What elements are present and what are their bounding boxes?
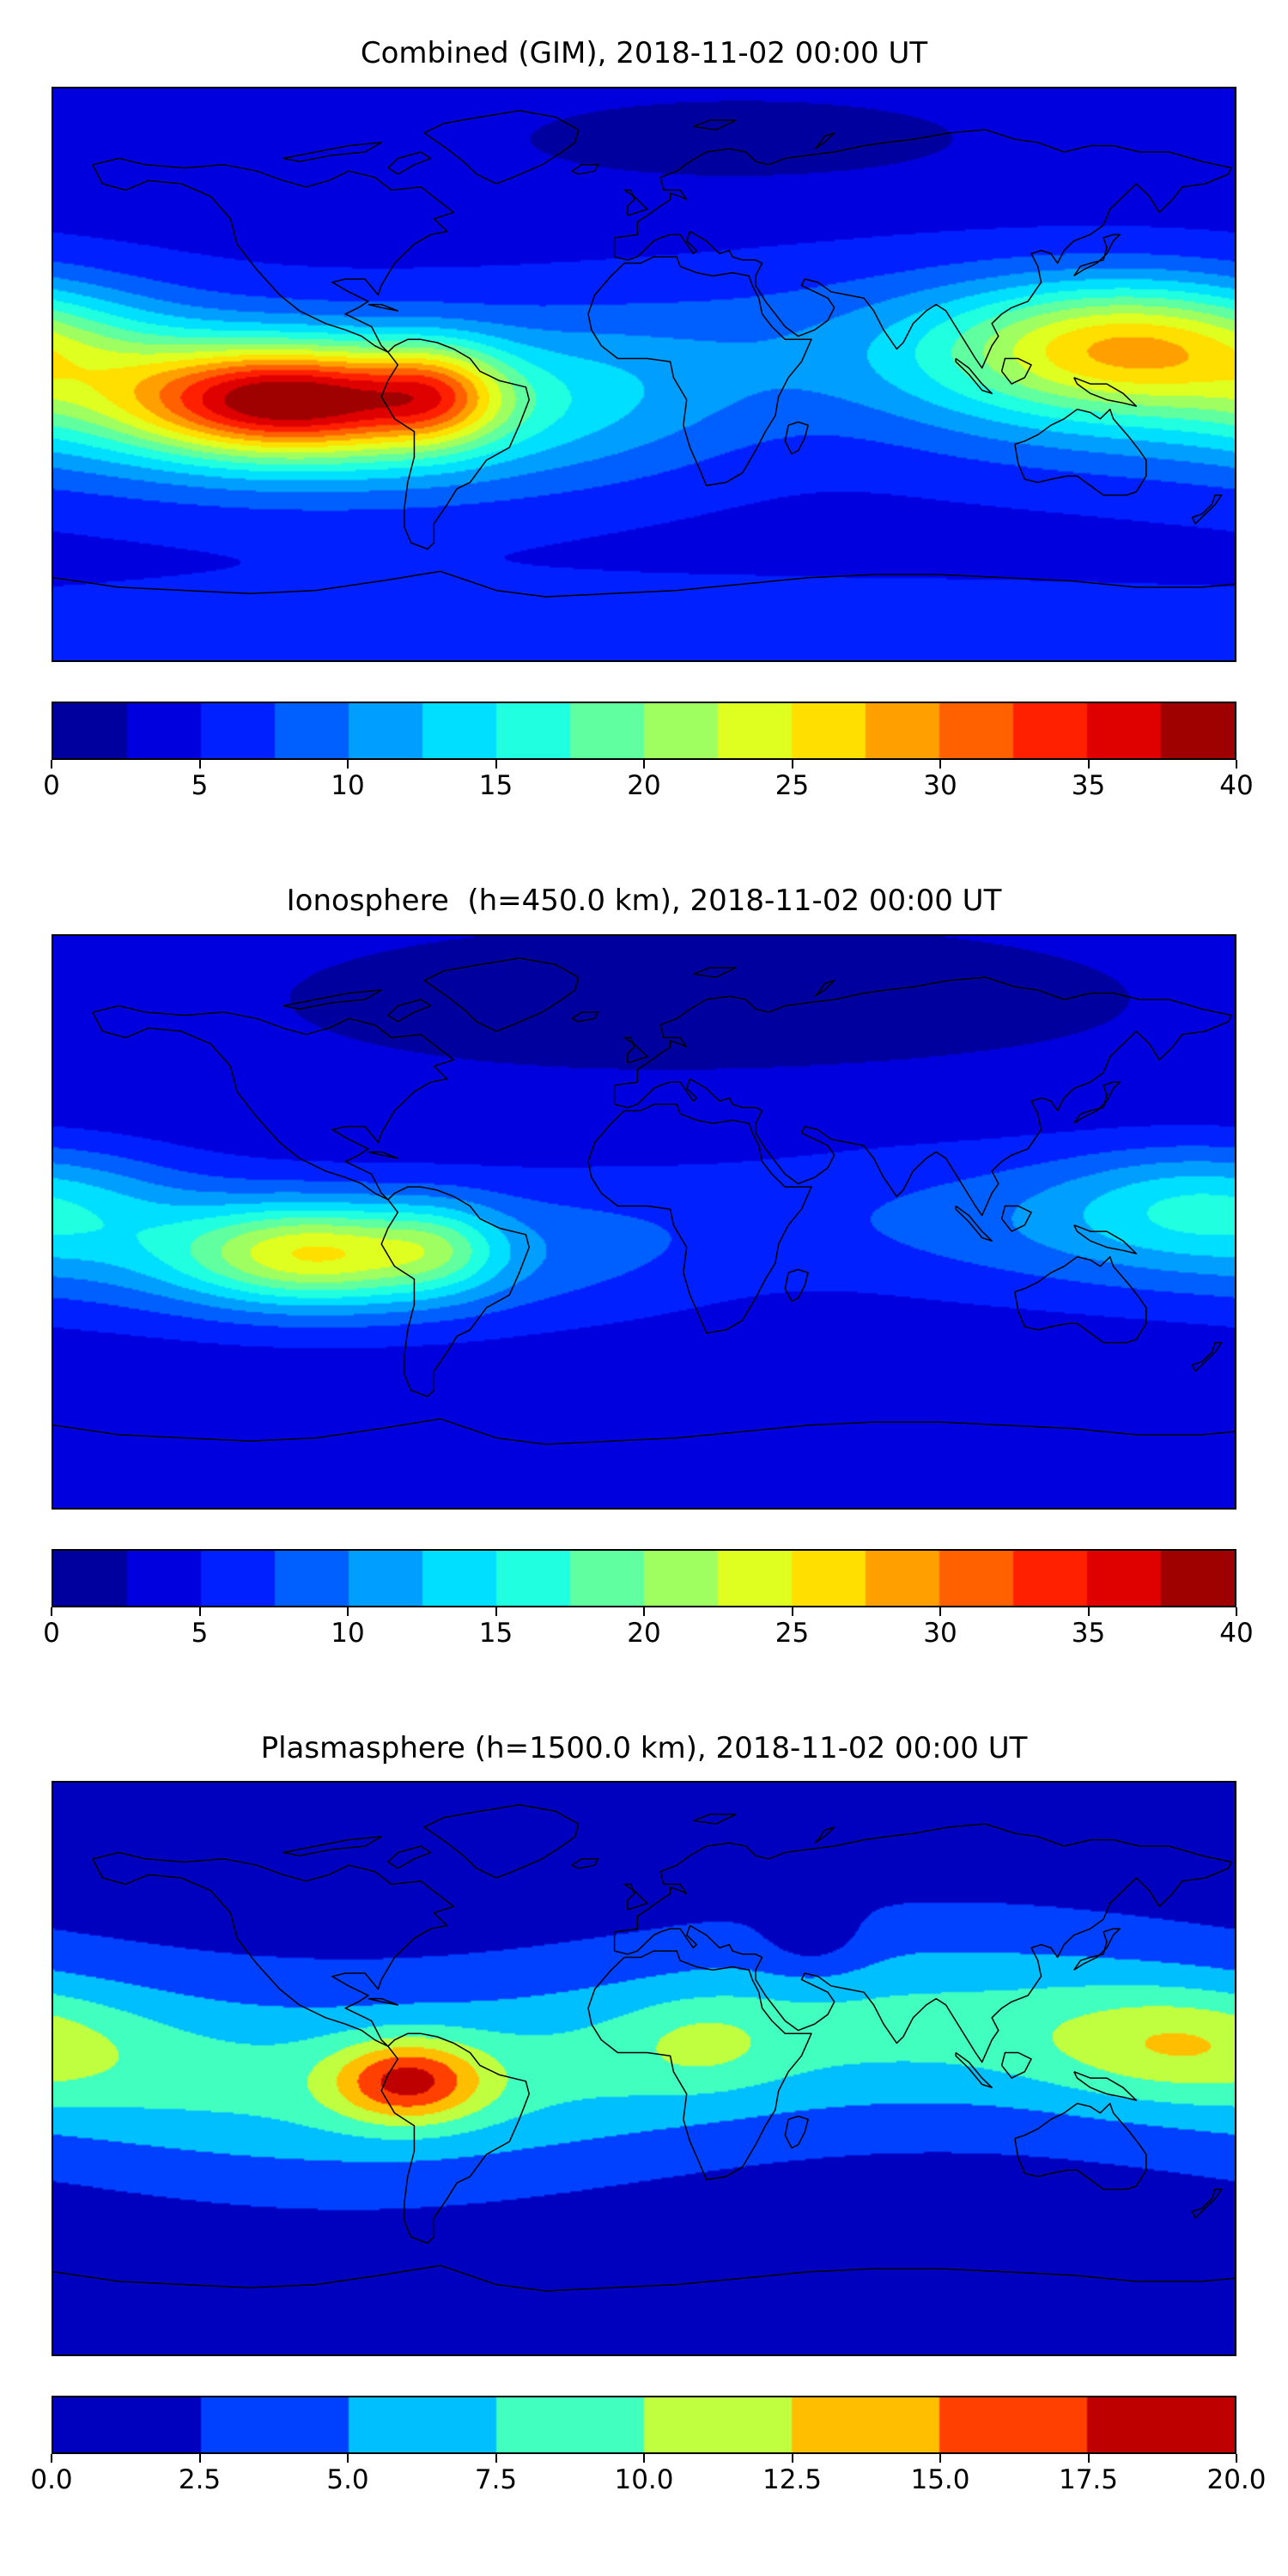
colorbar-tick-mark [1087,759,1090,769]
colorbar-tick-mark [1236,759,1237,769]
colorbar-tick-label: 30 [923,1617,957,1649]
colorbar-tick-row: 0 5 10 15 20 25 30 35 40 [43,1607,1254,1657]
coastline-path [53,1805,1235,2291]
colorbar-canvas [53,702,1235,758]
colorbar-tick-label: 0.0 [30,2464,73,2496]
colorbar-tick-mark [939,1607,941,1616]
colorbar-tick-label: 15 [478,769,513,801]
colorbar-combined [52,701,1236,760]
colorbar-tick-label: 20 [627,769,661,801]
colorbar-tick-label: 0 [43,1617,60,1649]
colorbar-plasmasphere [52,2396,1236,2455]
colorbar-tick-label: 20.0 [1206,2464,1267,2496]
panel-ionosphere: Ionosphere (h=450.0 km), 2018-11-02 00:0… [43,883,1254,1657]
tec-contour-canvas [53,1783,1235,2355]
colorbar-tick-mark [643,759,645,769]
colorbar-tick-mark [1087,1607,1090,1616]
colorbar-tick-label: 10 [331,1617,365,1649]
colorbar-tick-mark [51,2454,52,2464]
colorbar-tick-label: 25 [775,1617,810,1649]
world-map-ionosphere [52,933,1236,1510]
colorbar-tick-label: 35 [1071,1617,1106,1649]
colorbar-tick-mark [939,759,941,769]
colorbar-tick-row: 0.0 2.5 5.0 7.5 10.0 12.5 15.0 17.5 20.0 [30,2454,1267,2504]
colorbar-tick-label: 15.0 [910,2464,970,2496]
tec-contour-canvas [53,935,1235,1508]
colorbar-tick-label: 25 [775,769,810,801]
colorbar-tick-mark [1236,1607,1237,1616]
panel-title-combined: Combined (GIM), 2018-11-02 00:00 UT [360,36,928,70]
colorbar-tick-label: 30 [923,769,957,801]
panel-combined-gim: Combined (GIM), 2018-11-02 00:00 UT 0 5 10… [43,0,1254,810]
colorbar-tick-mark [347,1607,349,1616]
panel-plasmasphere: Plasmasphere (h=1500.0 km), 2018-11-02 0… [30,1730,1267,2505]
colorbar-tick-label: 2.5 [178,2464,222,2496]
colorbar-tick-label: 5 [191,1617,209,1649]
panel-title-plasmasphere: Plasmasphere (h=1500.0 km), 2018-11-02 0… [260,1730,1028,1765]
colorbar-ionosphere [52,1548,1236,1607]
colorbar-tick-mark [51,759,52,769]
colorbar-tick-row: 0 5 10 15 20 25 30 35 40 [43,759,1254,810]
coastlines-overlay [53,88,1235,660]
colorbar-tick-mark [495,2454,497,2464]
colorbar-tick-mark [51,1607,52,1616]
colorbar-tick-label: 15 [478,1617,513,1649]
colorbar-tick-mark [643,1607,645,1616]
coastlines-overlay [53,936,1235,1508]
colorbar-tick-mark [1236,2454,1237,2464]
colorbar-tick-mark [347,2454,349,2464]
colorbar-tick-mark [939,2454,941,2464]
colorbar-canvas [53,1550,1235,1606]
colorbar-tick-mark [198,1607,201,1616]
colorbar-tick-mark [791,759,793,769]
coastlines-overlay [53,1783,1235,2354]
colorbar-tick-label: 12.5 [762,2464,823,2496]
colorbar-tick-label: 5.0 [326,2464,369,2496]
panel-title-ionosphere: Ionosphere (h=450.0 km), 2018-11-02 00:0… [286,883,1002,918]
coastline-path [53,111,1235,597]
colorbar-tick-mark [643,2454,645,2464]
colorbar-tick-mark [1087,2454,1090,2464]
colorbar-tick-mark [347,759,349,769]
world-map-plasmasphere [52,1781,1236,2357]
world-map-combined [52,86,1236,662]
colorbar-tick-mark [791,1607,793,1616]
colorbar-tick-mark [495,759,497,769]
colorbar-tick-label: 5 [191,769,209,801]
colorbar-tick-mark [198,759,201,769]
colorbar-tick-label: 40 [1219,1617,1254,1649]
colorbar-tick-label: 0 [43,769,60,801]
tec-contour-canvas [53,88,1235,660]
colorbar-tick-label: 20 [627,1617,661,1649]
colorbar-tick-mark [791,2454,793,2464]
colorbar-tick-mark [198,2454,201,2464]
colorbar-tick-label: 7.5 [474,2464,518,2496]
colorbar-tick-label: 40 [1219,769,1254,801]
colorbar-tick-label: 35 [1071,769,1106,801]
colorbar-tick-label: 10 [331,769,365,801]
colorbar-tick-label: 17.5 [1058,2464,1119,2496]
colorbar-tick-label: 10.0 [614,2464,674,2496]
colorbar-canvas [53,2397,1235,2453]
coastline-path [53,957,1235,1443]
colorbar-tick-mark [495,1607,497,1616]
